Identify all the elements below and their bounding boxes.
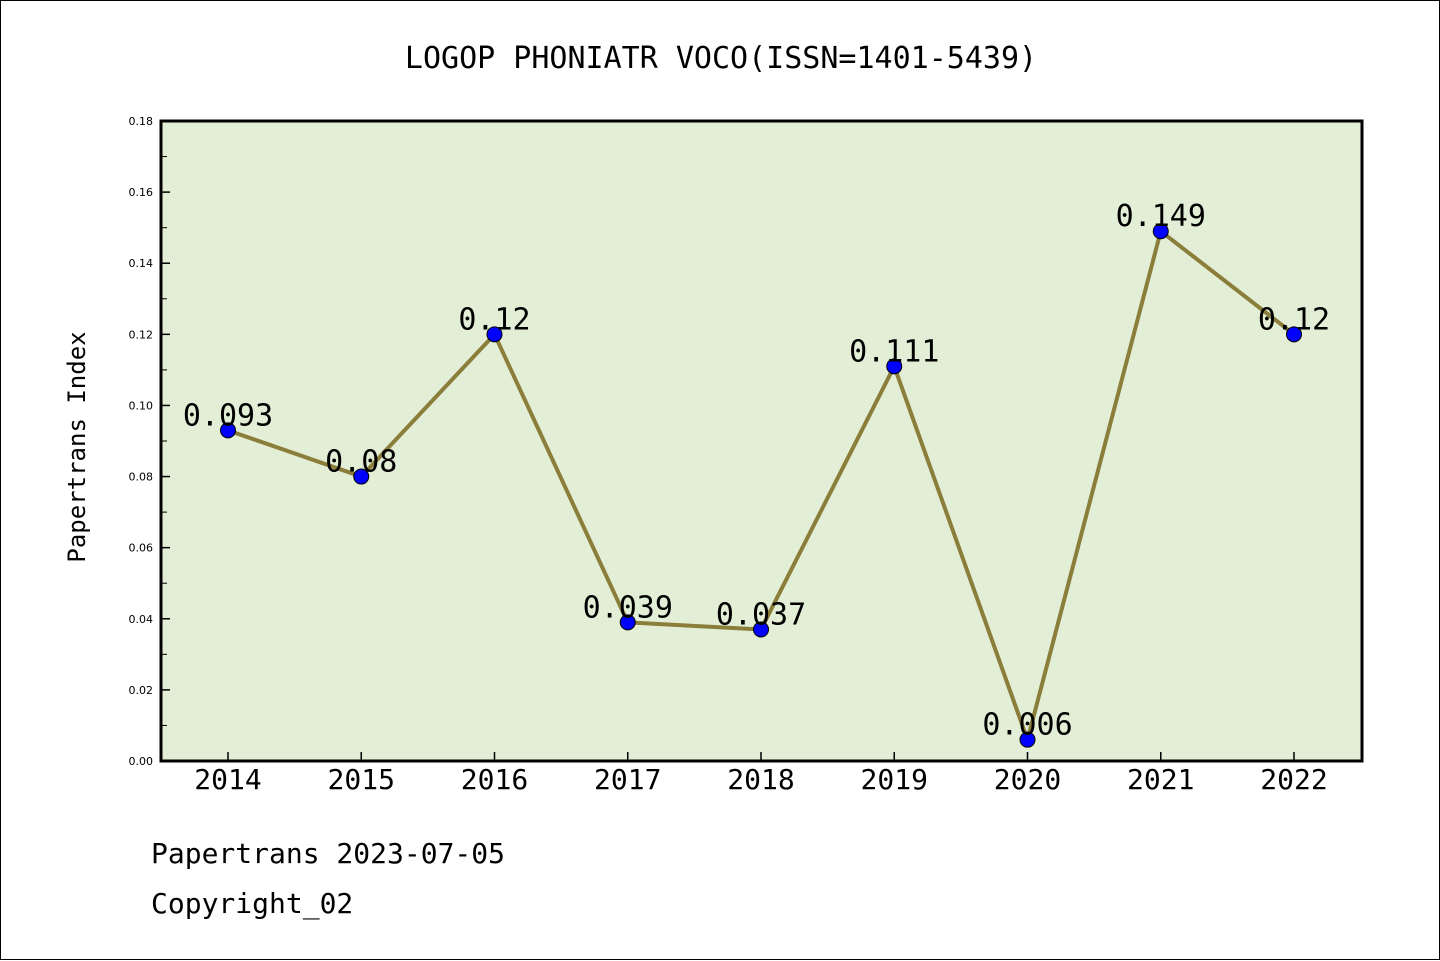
- data-point-marker: [486, 326, 503, 343]
- y-tick-label: 0.18: [129, 115, 154, 128]
- x-tick-label: 2014: [194, 763, 261, 796]
- y-tick-label: 0.10: [129, 399, 154, 412]
- data-label: 0.037: [716, 597, 806, 632]
- x-tick-label: 2021: [1127, 763, 1194, 796]
- x-tick-label: 2018: [727, 763, 794, 796]
- y-tick-label: 0.08: [129, 471, 154, 484]
- x-tick-label: 2020: [994, 763, 1061, 796]
- data-point-marker: [886, 358, 903, 375]
- x-tick-label: 2022: [1260, 763, 1327, 796]
- data-point-marker: [1286, 326, 1302, 343]
- data-labels: 0.093 0.08 0.12 0.039 0.037 0.111 0.006 0.149 0.…: [183, 199, 1330, 742]
- y-tick-label: 0.00: [129, 755, 154, 768]
- data-point-marker: [619, 614, 636, 631]
- y-tick-label: 0.06: [129, 542, 154, 555]
- data-point-marker: [353, 468, 370, 485]
- y-axis: 0.00 0.02 0.04 0.06 0.08 0.10 0.12 0.14 0.16 0.18: [129, 115, 170, 768]
- y-tick-label: 0.04: [129, 613, 154, 626]
- data-point-marker: [1152, 223, 1169, 240]
- data-label: 0.12: [1258, 302, 1330, 337]
- data-label: 0.12: [458, 302, 530, 337]
- data-label: 0.039: [583, 590, 673, 625]
- data-label: 0.111: [849, 334, 939, 369]
- x-tick-label: 2016: [461, 763, 528, 796]
- x-tick-label: 2019: [861, 763, 928, 796]
- y-tick-label: 0.02: [129, 684, 154, 697]
- data-point-marker: [220, 422, 236, 439]
- data-label: 0.08: [325, 445, 397, 480]
- y-axis-label: Papertrans Index: [63, 331, 91, 562]
- data-label: 0.006: [982, 708, 1072, 743]
- data-label: 0.149: [1116, 199, 1206, 234]
- data-point-marker: [753, 621, 769, 638]
- y-tick-label: 0.14: [129, 257, 154, 270]
- data-point-marker: [1019, 731, 1036, 748]
- y-tick-label: 0.16: [129, 186, 154, 199]
- footer-copyright-text: Copyright_02: [151, 887, 354, 920]
- chart-title: LOGOP PHONIATR VOCO(ISSN=1401-5439): [405, 41, 1037, 76]
- data-label: 0.093: [183, 398, 273, 433]
- data-points: [220, 223, 1302, 748]
- footer-date-text: Papertrans 2023-07-05: [151, 837, 506, 870]
- x-axis: 2014 2015 2016 2017 2018 2019 2020 2021 2022: [194, 752, 1328, 796]
- x-tick-label: 2015: [328, 763, 395, 796]
- y-tick-label: 0.12: [129, 328, 154, 341]
- x-tick-label: 2017: [594, 763, 661, 796]
